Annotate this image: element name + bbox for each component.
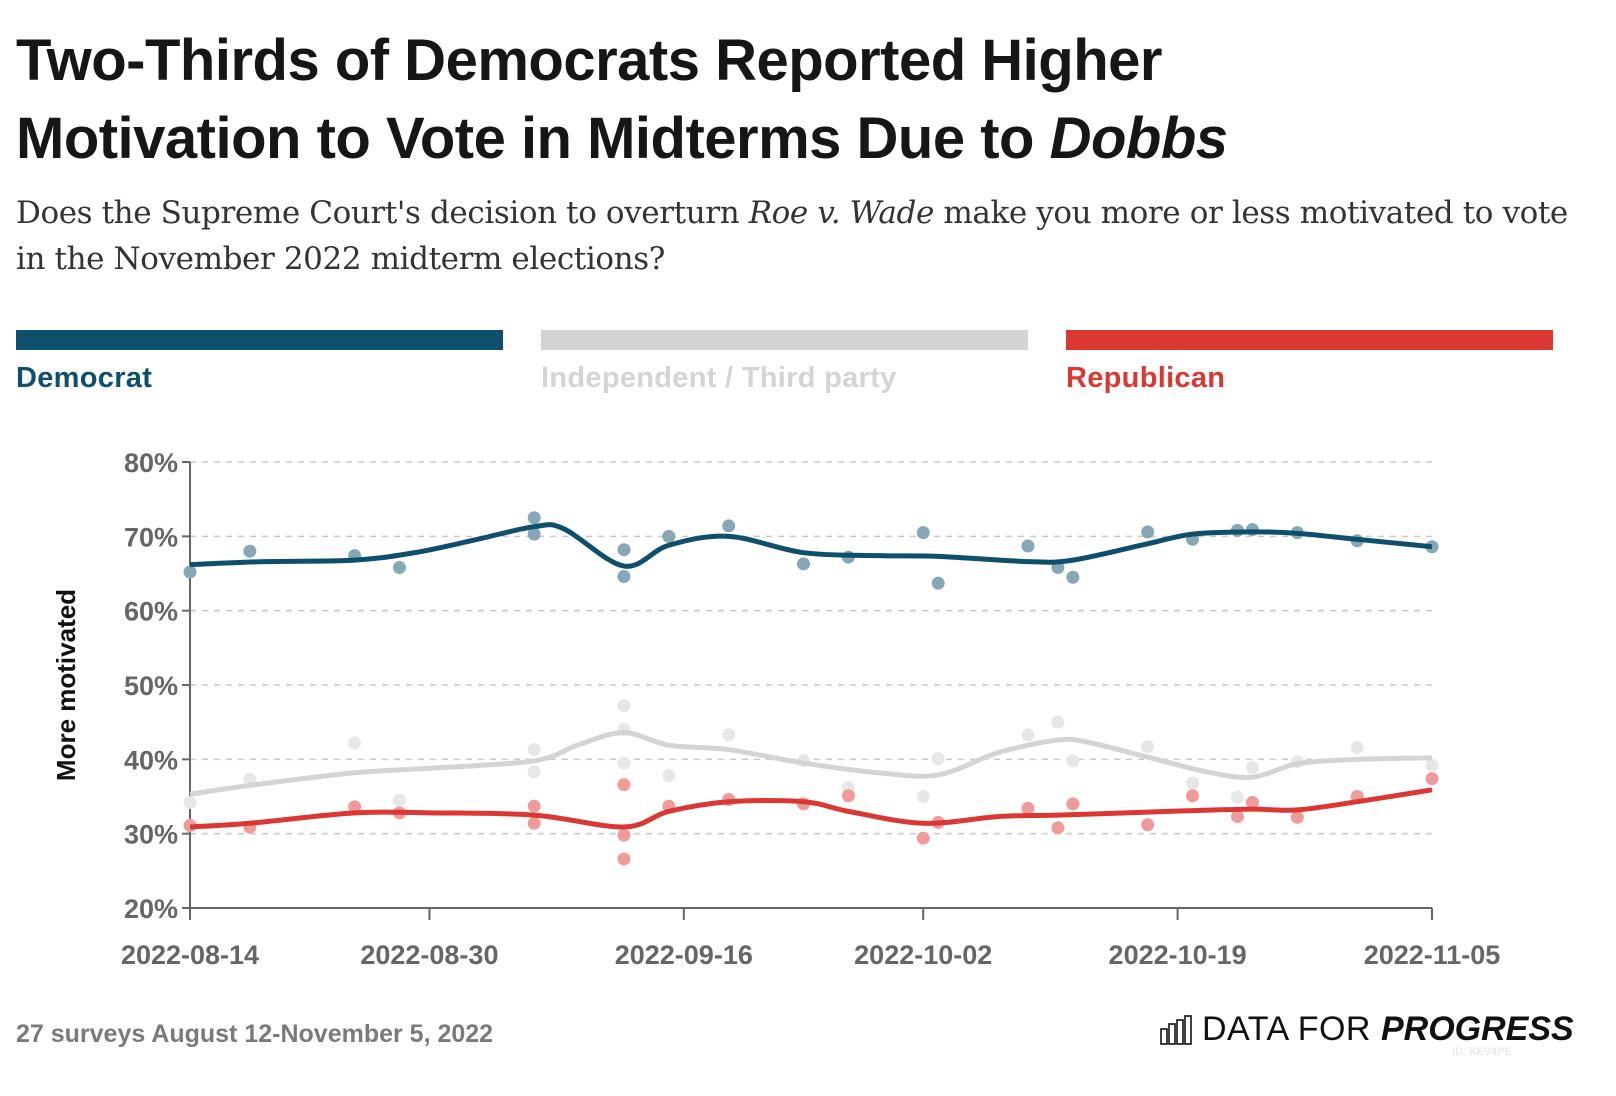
legend-item-independent: Independent / Third party [541, 330, 1028, 395]
y-tick-label: 70% [124, 522, 178, 552]
data-point-democrat [617, 569, 631, 583]
y-tick-label: 50% [124, 671, 178, 701]
x-tick-label: 2022-10-02 [854, 940, 992, 970]
subtitle-prefix: Does the Supreme Court's decision to ove… [16, 195, 749, 231]
subtitle-suffix: make you more or less motivated to vote … [16, 195, 1568, 277]
data-point-republican [1425, 772, 1439, 786]
legend-swatch-democrat [16, 330, 503, 350]
y-axis-label: More motivated [51, 589, 81, 781]
data-point-republican [1066, 797, 1080, 811]
data-point-independent [617, 756, 631, 770]
data-point-independent [1141, 740, 1155, 754]
subtitle-italic: Roe v. Wade [748, 195, 935, 231]
data-point-republican [527, 816, 541, 830]
data-point-independent [617, 699, 631, 713]
survey-footnote: 27 surveys August 12-November 5, 2022 [16, 1020, 494, 1048]
y-tick-label: 80% [124, 448, 178, 478]
trend-line-independent [189, 730, 1433, 797]
bar-chart-logo-icon [1160, 1014, 1192, 1045]
data-point-democrat [931, 576, 945, 590]
x-tick-label: 2022-10-19 [1109, 940, 1247, 970]
brand-name-light: DATA FOR [1202, 1010, 1371, 1048]
x-tick-label: 2022-08-14 [121, 940, 259, 970]
data-point-democrat [1066, 570, 1080, 584]
data-point-independent [662, 769, 676, 783]
legend-label-republican: Republican [1066, 362, 1226, 394]
data-point-independent [1051, 715, 1065, 729]
data-point-republican [527, 799, 541, 813]
x-tick-label: 2022-09-16 [615, 940, 753, 970]
data-point-democrat [1141, 525, 1155, 539]
data-point-democrat [527, 511, 541, 525]
data-point-independent [183, 795, 197, 809]
data-point-independent [916, 790, 930, 803]
data-point-democrat [916, 526, 930, 540]
data-point-independent [527, 743, 541, 757]
title-line-2: Motivation to Vote in Midterms Due to [16, 106, 1050, 171]
gridlines [190, 461, 1432, 835]
data-point-republican [1290, 810, 1304, 824]
data-point-democrat [243, 544, 257, 558]
data-point-republican [1021, 801, 1035, 815]
data-point-democrat [1021, 539, 1035, 553]
legend-item-democrat: Democrat [16, 330, 503, 395]
trend-lines [189, 522, 1433, 830]
data-point-independent [1245, 761, 1259, 775]
x-tick-label: 2022-08-30 [360, 940, 498, 970]
data-point-democrat [527, 527, 541, 541]
y-tick-label: 30% [124, 820, 178, 850]
data-point-independent [1230, 790, 1244, 804]
y-tick-label: 40% [124, 745, 178, 775]
data-point-independent [1425, 758, 1439, 772]
x-tick-label: 2022-11-05 [1364, 940, 1501, 970]
y-tick-label: 20% [124, 894, 178, 924]
data-point-democrat [183, 565, 197, 579]
data-point-republican [1051, 821, 1065, 835]
data-point-democrat [662, 529, 676, 543]
data-point-republican [617, 852, 631, 866]
legend-label-independent: Independent / Third party [541, 362, 897, 394]
chart-plot: 20%30%40%50%60%70%80% 2022-08-14 2022-08-… [51, 448, 1501, 970]
legend-swatch-republican [1066, 330, 1553, 350]
data-point-independent [527, 765, 541, 779]
data-point-democrat [797, 557, 811, 571]
legend-item-republican: Republican [1066, 330, 1553, 395]
trend-line-republican [189, 787, 1433, 830]
data-point-independent [722, 728, 736, 742]
trend-line-democrat [189, 522, 1433, 569]
data-point-republican [916, 831, 930, 845]
x-axis: 2022-08-14 2022-08-30 2022-09-16 2022-10-02… [121, 907, 1501, 970]
data-point-republican [1245, 795, 1259, 809]
data-point-republican [1186, 789, 1200, 803]
title-line-1: Two-Thirds of Democrats Reported Higher [16, 28, 1162, 93]
title-italic-dobbs: Dobbs [1049, 106, 1228, 171]
data-point-democrat [722, 519, 736, 533]
chart-subtitle: Does the Supreme Court's decision to ove… [16, 190, 1606, 282]
data-point-republican [841, 789, 855, 803]
data-point-republican [617, 828, 631, 842]
data-point-independent [1350, 740, 1364, 754]
data-point-independent [1021, 728, 1035, 742]
data-point-independent [1066, 754, 1080, 768]
data-point-democrat [392, 561, 406, 575]
chart-title: Two-Thirds of Democrats Reported Higher … [16, 22, 1228, 178]
data-point-independent [392, 793, 406, 807]
legend-swatch-independent [541, 330, 1028, 350]
brand-name-bold: PROGRESS [1380, 1010, 1574, 1048]
data-point-republican [617, 778, 631, 792]
data-point-republican [1230, 810, 1244, 824]
data-point-independent [931, 752, 945, 766]
legend-label-democrat: Democrat [16, 362, 153, 394]
brand-logo: DATA FOR PROGRESS [1160, 1010, 1574, 1049]
data-point-republican [1141, 818, 1155, 832]
y-tick-label: 60% [124, 597, 178, 627]
data-point-democrat [617, 543, 631, 557]
y-axis: 20% 30% 40% 50% 60% 70% 80% [124, 448, 191, 924]
data-point-republican [348, 800, 362, 814]
data-point-independent [1186, 776, 1200, 790]
chart-id: ID: KEV4PE [1452, 1046, 1512, 1058]
data-point-independent [348, 736, 362, 750]
legend: Democrat Independent / Third party Repub… [16, 330, 1553, 395]
